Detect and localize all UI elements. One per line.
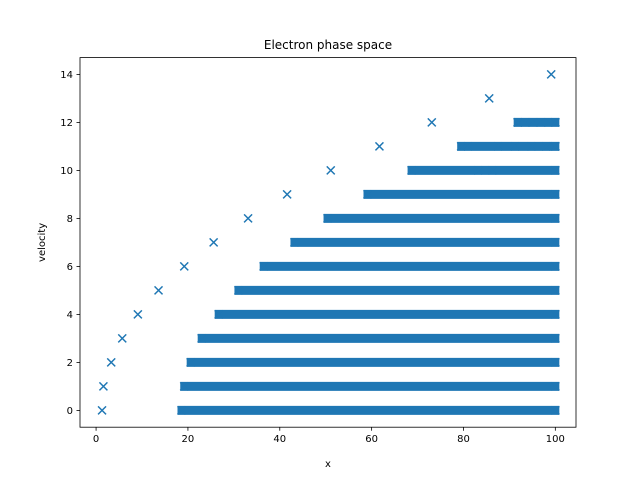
- chart-title: Electron phase space: [264, 38, 392, 52]
- data-point: [186, 357, 196, 367]
- data-point: [550, 261, 560, 271]
- data-point: [374, 141, 384, 151]
- data-point: [176, 405, 187, 415]
- data-point: [243, 213, 253, 223]
- data-point: [510, 141, 520, 151]
- data-point: [463, 141, 473, 151]
- data-point: [484, 93, 494, 103]
- data-point: [528, 117, 538, 127]
- x-tick-label: 0: [93, 434, 99, 445]
- data-point: [456, 141, 466, 151]
- y-axis-label: velocity: [37, 223, 48, 262]
- data-point: [473, 165, 483, 175]
- y-tick-label: 6: [67, 262, 73, 273]
- data-point: [427, 117, 437, 127]
- data-point: [550, 309, 560, 319]
- data-point: [487, 165, 497, 175]
- data-point: [179, 261, 189, 271]
- data-point: [289, 237, 300, 247]
- x-axis-label: x: [325, 459, 331, 470]
- y-tick-label: 14: [60, 70, 73, 81]
- data-point: [550, 381, 560, 391]
- data-point: [154, 285, 164, 295]
- data-point: [550, 141, 560, 151]
- plot-frame: [79, 57, 577, 428]
- data-point: [493, 141, 503, 151]
- data-point: [117, 333, 127, 343]
- data-point: [520, 117, 530, 127]
- data-point: [133, 309, 143, 319]
- data-point: [106, 357, 116, 367]
- data-point: [550, 117, 560, 127]
- y-axis: 0 2 4 6 8 10 12 14: [60, 70, 80, 417]
- data-point: [536, 117, 546, 127]
- data-point: [407, 165, 417, 175]
- data-point: [543, 117, 553, 127]
- x-tick-label: 60: [365, 434, 378, 445]
- data-point: [546, 69, 556, 79]
- data-point: [259, 261, 269, 271]
- data-point: [541, 141, 551, 151]
- data-point: [513, 117, 523, 127]
- data-point: [550, 357, 560, 367]
- data-point: [550, 237, 560, 247]
- data-point: [323, 213, 333, 223]
- data-point: [550, 165, 560, 175]
- data-point: [179, 381, 189, 391]
- data-point: [326, 165, 336, 175]
- data-point: [526, 141, 536, 151]
- x-axis: 0 20 40 60 80 100: [93, 427, 565, 445]
- y-tick-label: 10: [60, 166, 73, 177]
- data-point: [362, 189, 373, 199]
- data-point: [282, 189, 292, 199]
- y-tick-label: 8: [67, 214, 73, 225]
- plot-area: [97, 69, 560, 415]
- data-point: [197, 333, 207, 343]
- data-point: [233, 285, 243, 295]
- x-tick-label: 40: [273, 434, 286, 445]
- data-point: [214, 309, 224, 319]
- data-point: [98, 381, 108, 391]
- data-point: [97, 405, 107, 415]
- y-tick-label: 4: [67, 310, 73, 321]
- x-tick-label: 100: [546, 434, 565, 445]
- data-point: [550, 405, 560, 415]
- y-tick-label: 0: [67, 406, 73, 417]
- y-tick-label: 2: [67, 358, 73, 369]
- y-tick-label: 12: [60, 118, 73, 129]
- data-point: [550, 285, 560, 295]
- x-tick-label: 20: [182, 434, 195, 445]
- data-point: [550, 189, 560, 199]
- x-tick-label: 80: [457, 434, 470, 445]
- data-point: [550, 213, 560, 223]
- data-point: [550, 333, 560, 343]
- data-point: [209, 237, 219, 247]
